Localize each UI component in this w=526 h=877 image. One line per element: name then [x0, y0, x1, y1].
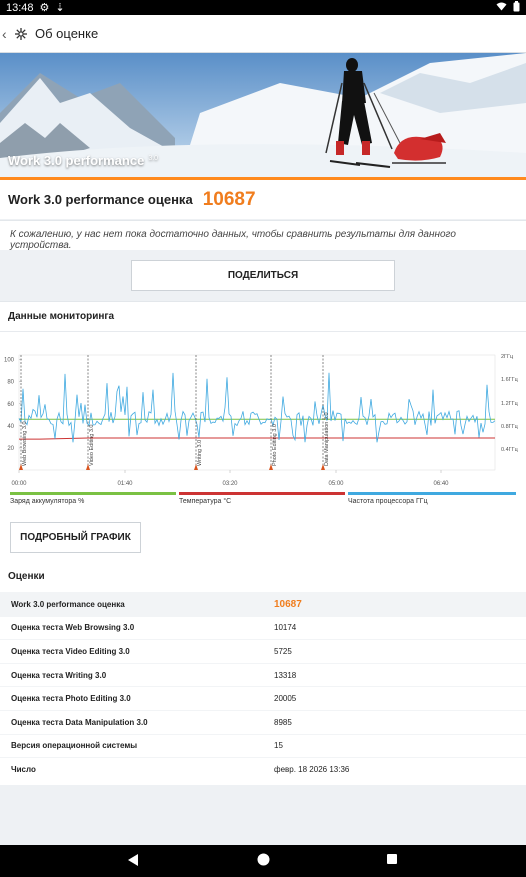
- y-right-tick-label: 0.8ГГц: [501, 424, 519, 430]
- score-row-name: Work 3.0 performance оценка: [11, 599, 125, 609]
- nav-home-icon[interactable]: [257, 853, 270, 866]
- share-button[interactable]: ПОДЕЛИТЬСЯ: [131, 260, 395, 291]
- app-logo-icon: [15, 27, 27, 40]
- x-tick-label: 05:00: [328, 481, 344, 487]
- score-row: Оценка теста Web Browsing 3.0 10174: [0, 615, 526, 640]
- score-row-name: Оценка теста Writing 3.0: [11, 670, 107, 680]
- y-left-tick-label: 40: [7, 424, 14, 430]
- banner-image: Work 3.0 performance 3.0: [0, 53, 526, 177]
- score-row-name: Оценка теста Data Manipulation 3.0: [11, 717, 148, 727]
- comparison-notice: К сожалению, у нас нет пока достаточно д…: [0, 220, 526, 251]
- y-left-tick-label: 80: [7, 380, 14, 386]
- score-row-value: 8985: [274, 717, 292, 727]
- score-row-value: 20005: [274, 694, 297, 704]
- x-tick-label: 06:40: [433, 481, 449, 487]
- score-row-value: 5725: [274, 646, 292, 656]
- score-row-name: Версия операционной системы: [11, 741, 138, 751]
- sled-figure: [392, 133, 446, 164]
- monitoring-chart: 100 80 60 40 20 2ГГц 1.6ГГц 1.2ГГц 0.8ГГц 0.4ГГц 0…: [4, 354, 519, 487]
- score-row-value: февр. 18 2026 13:36: [274, 764, 350, 774]
- score-row-value: 10687: [274, 598, 302, 610]
- score-row: Оценка теста Photo Editing 3.0 20005: [0, 686, 526, 710]
- test-marker-label: Writing 3.0: [197, 440, 203, 466]
- chart-plot-area: [18, 354, 496, 471]
- score-row: Число февр. 18 2026 13:36: [0, 757, 526, 781]
- score-card: Work 3.0 performance оценка 10687: [0, 177, 526, 219]
- test-marker-flag: [86, 464, 90, 470]
- y-right-tick-label: 0.4ГГц: [501, 447, 519, 453]
- test-marker-flag: [269, 464, 273, 470]
- nav-recents-icon[interactable]: [386, 853, 398, 865]
- y-right-tick-label: 1.6ГГц: [501, 377, 519, 383]
- detailed-chart-button[interactable]: ПОДРОБНЫЙ ГРАФИК: [10, 522, 141, 553]
- score-row: Оценка теста Video Editing 3.0 5725: [0, 639, 526, 663]
- scores-title: Оценки: [8, 571, 45, 582]
- monitoring-section: Данные мониторинга 100 80 60 40 20 2ГГц 1.6ГГц…: [0, 301, 526, 559]
- score-row-name: Число: [11, 764, 36, 774]
- legend-battery: Заряд аккумулятора %: [10, 492, 176, 505]
- battery-icon: [513, 0, 520, 15]
- x-tick-label: 00:00: [11, 481, 27, 487]
- nav-back-icon[interactable]: [127, 853, 139, 867]
- skier-figure: [325, 58, 401, 168]
- test-marker-label: Photo Editing 3.0: [272, 424, 278, 466]
- x-tick-label: 01:40: [117, 481, 133, 487]
- y-left-tick-label: 100: [4, 358, 15, 364]
- status-time: 13:48: [6, 1, 34, 14]
- temperature-line: [19, 437, 495, 440]
- status-bar: 13:48 ⚙ ⇣: [0, 0, 526, 15]
- scores-section: Оценки Work 3.0 performance оценка 10687 О…: [0, 559, 526, 785]
- score-row: Версия операционной системы 15: [0, 733, 526, 758]
- test-marker-flag: [19, 464, 23, 470]
- wifi-icon: [496, 2, 507, 14]
- score-row: Оценка теста Data Manipulation 3.0 8985: [0, 710, 526, 734]
- usb-icon: ⇣: [55, 2, 65, 14]
- legend-cpu-frequency: Частота процессора ГГц: [348, 492, 516, 505]
- y-right-tick-label: 1.2ГГц: [501, 401, 519, 407]
- y-left-tick-label: 20: [7, 446, 14, 452]
- score-row-name: Оценка теста Video Editing 3.0: [11, 646, 130, 656]
- settings-icon: ⚙: [39, 2, 50, 14]
- test-marker-label: Data Manipulation 3.0: [324, 412, 330, 466]
- test-marker-label: Video Editing 3.0: [89, 425, 95, 467]
- x-tick-label: 03:20: [222, 481, 238, 487]
- score-row-value: 13318: [274, 670, 297, 680]
- test-marker-flag: [321, 464, 325, 470]
- monitoring-title: Данные мониторинга: [0, 302, 526, 332]
- page-title: Об оценке: [35, 26, 99, 41]
- banner-version: 3.0: [148, 154, 159, 162]
- back-icon[interactable]: ‹: [2, 25, 7, 42]
- banner-title: Work 3.0 performance 3.0: [8, 153, 159, 168]
- y-left-tick-label: 60: [7, 402, 14, 408]
- score-row-name: Оценка теста Web Browsing 3.0: [11, 623, 135, 633]
- app-bar: ‹ Об оценке: [0, 15, 526, 53]
- legend-temperature: Температура °C: [179, 492, 345, 505]
- score-row: Оценка теста Writing 3.0 13318: [0, 662, 526, 687]
- score-label: Work 3.0 performance оценка: [8, 192, 193, 207]
- score-value: 10687: [202, 188, 256, 210]
- score-row-value: 10174: [274, 623, 297, 633]
- navigation-bar: [0, 845, 526, 877]
- score-row-value: 15: [274, 741, 283, 751]
- test-marker-label: Web Browsing 3.0: [22, 421, 28, 466]
- y-right-tick-label: 2ГГц: [501, 354, 514, 360]
- score-row-name: Оценка теста Photo Editing 3.0: [11, 694, 131, 704]
- chart-legend: Заряд аккумулятора % Температура °C Част…: [0, 492, 526, 510]
- test-marker-flag: [194, 464, 198, 470]
- score-row: Work 3.0 performance оценка 10687: [0, 592, 526, 616]
- cpu-frequency-line: [18, 372, 496, 443]
